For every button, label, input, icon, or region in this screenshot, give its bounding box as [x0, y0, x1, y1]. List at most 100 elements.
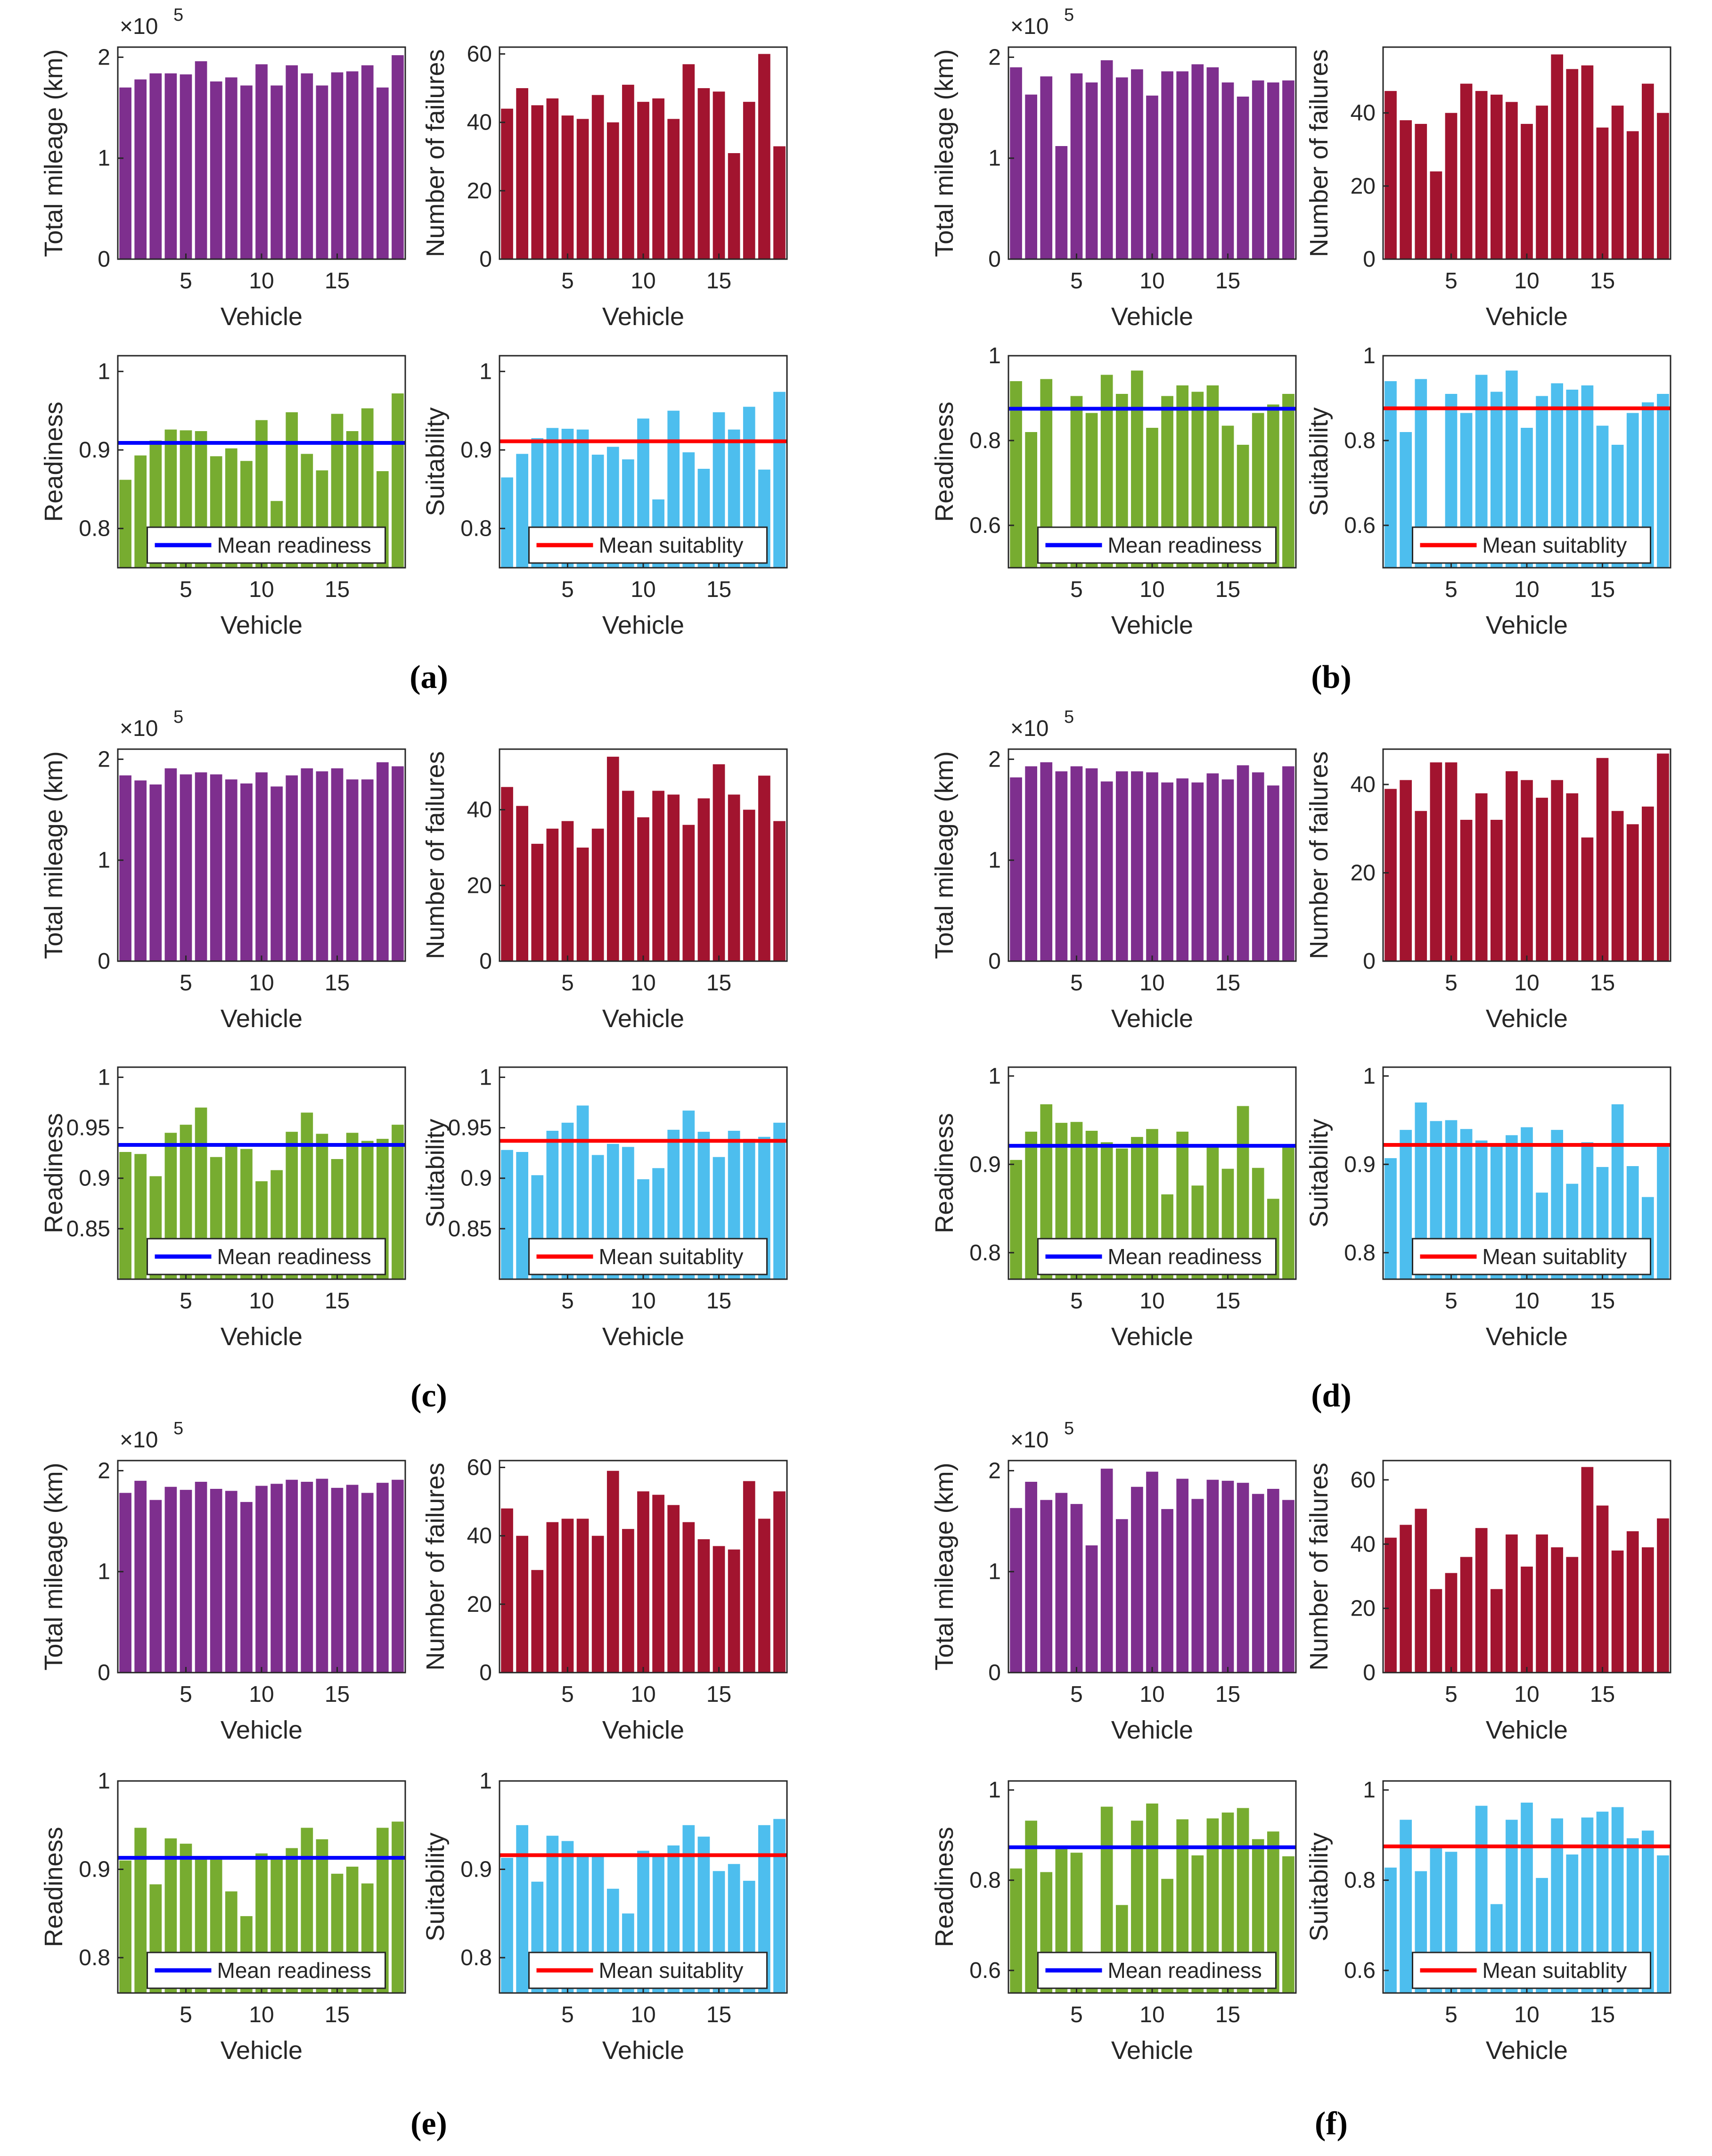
x-axis-label: Vehicle [1486, 1004, 1568, 1033]
y-tick-label: 1 [1363, 1778, 1376, 1803]
bar-vehicle-6 [1460, 83, 1473, 259]
y-tick-label: 40 [1351, 101, 1376, 126]
legend-box [528, 1238, 768, 1275]
y-tick-label: 1 [988, 848, 1001, 873]
x-tick-label: 10 [249, 577, 274, 602]
x-tick-label: 10 [1514, 269, 1539, 294]
y-tick-label: 1 [479, 1065, 492, 1090]
bar-vehicle-4 [1055, 1493, 1068, 1673]
legend-label: Mean readiness [217, 533, 371, 557]
y-tick-label: 0 [98, 1660, 110, 1685]
bar-vehicle-10 [1146, 95, 1158, 259]
bar-vehicle-1 [1010, 1508, 1022, 1673]
bar-vehicle-2 [1025, 1482, 1037, 1673]
x-tick-label: 10 [631, 971, 655, 996]
exponent-label: ×10 [1010, 1428, 1048, 1453]
bar-vehicle-9 [622, 84, 634, 259]
exponent-power: 5 [173, 1419, 183, 1438]
x-axis-label: Vehicle [1486, 611, 1568, 639]
y-tick-label: 1 [479, 1769, 492, 1794]
x-axis-label: Vehicle [602, 1716, 684, 1744]
bar-vehicle-2 [516, 454, 528, 568]
bar-vehicle-18 [1642, 806, 1654, 961]
exponent-power: 5 [1064, 1419, 1074, 1438]
bar-vehicle-8 [1115, 77, 1128, 260]
bar-vehicle-6 [1460, 1557, 1473, 1673]
x-tick-label: 5 [1070, 971, 1083, 996]
bar-vehicle-15 [713, 764, 725, 961]
bar-vehicle-1 [1384, 1537, 1397, 1673]
legend-label: Mean suitablity [1483, 1958, 1627, 1983]
legend: Mean suitablity [528, 1952, 768, 1989]
bar-vehicle-4 [546, 1522, 559, 1673]
bar-vehicle-1 [119, 87, 131, 259]
bar-vehicle-3 [531, 105, 544, 260]
bar-vehicle-11 [270, 786, 283, 961]
legend-box [1412, 526, 1651, 564]
bar-vehicle-9 [622, 1529, 634, 1673]
bar-vehicle-19 [1657, 1144, 1669, 1279]
y-tick-label: 2 [988, 1458, 1001, 1483]
y-tick-label: 0.8 [969, 428, 1001, 453]
x-tick-label: 10 [631, 2002, 655, 2027]
bar-vehicle-2 [516, 1152, 528, 1279]
x-tick-label: 5 [561, 2002, 574, 2027]
bar-vehicle-16 [1237, 765, 1249, 961]
y-axis-label: Number of failures [421, 1462, 450, 1670]
subplot-b-failures: 0 20 40 5 10 15 Vehicle Number of failures [1305, 46, 1671, 331]
y-axis-label: Number of failures [421, 49, 450, 257]
bar-vehicle-3 [1415, 811, 1427, 961]
bar-vehicle-17 [743, 809, 755, 961]
y-tick-label: 0.9 [969, 1152, 1001, 1177]
bar-vehicle-8 [225, 779, 238, 961]
bar-vehicle-11 [1161, 782, 1173, 961]
bar-vehicle-10 [1521, 123, 1533, 259]
x-axis-label: Vehicle [1486, 2036, 1568, 2065]
bar-vehicle-16 [1237, 1483, 1249, 1673]
bar-vehicle-13 [682, 825, 695, 961]
bar-vehicle-14 [1206, 773, 1219, 961]
bar-vehicle-1 [119, 1860, 131, 1993]
legend: Mean readiness [147, 1952, 386, 1989]
bar-vehicle-1 [1384, 1158, 1397, 1279]
x-tick-label: 15 [1215, 577, 1240, 602]
bar-vehicle-18 [758, 54, 770, 260]
bar-vehicle-13 [301, 1482, 313, 1673]
x-tick-label: 10 [249, 1682, 274, 1707]
bar-vehicle-18 [1642, 1547, 1654, 1673]
x-axis-label: Vehicle [1111, 1323, 1193, 1351]
subplot-c-failures: 0 20 40 5 10 15 Vehicle Number of failures [421, 748, 788, 1033]
bar-vehicle-12 [286, 65, 298, 260]
bar-vehicle-19 [1282, 80, 1294, 259]
legend: Mean readiness [147, 526, 386, 564]
x-axis-label: Vehicle [602, 1004, 684, 1033]
y-axis-label: Number of failures [1305, 1462, 1333, 1670]
bar-vehicle-7 [1475, 91, 1488, 259]
bar-vehicle-4 [164, 1486, 177, 1673]
bar-vehicle-2 [1025, 1821, 1037, 1993]
y-axis-label: Total mileage (km) [930, 49, 958, 257]
bar-vehicle-18 [1267, 1489, 1279, 1673]
y-axis-label: Suitability [421, 1832, 450, 1941]
bar-vehicle-15 [713, 1546, 725, 1673]
y-axis-label: Number of failures [1305, 751, 1333, 959]
y-tick-label: 0 [98, 247, 110, 272]
legend: Mean suitablity [528, 526, 768, 564]
bar-vehicle-19 [392, 1821, 404, 1993]
subplot-d-mileage: 0 1 2 5 10 15 Vehicle Total mileage (km) ×10 5 [930, 707, 1297, 1033]
y-tick-label: 0 [988, 949, 1001, 974]
y-tick-label: 1 [1363, 343, 1376, 368]
bar-vehicle-4 [164, 768, 177, 961]
bar-vehicle-10 [1146, 772, 1158, 961]
bar-vehicle-7 [1100, 781, 1113, 961]
x-tick-label: 10 [1514, 2002, 1539, 2027]
bar-vehicle-12 [1176, 778, 1189, 961]
y-tick-label: 20 [1351, 861, 1376, 886]
exponent-label: ×10 [120, 716, 158, 741]
bar-vehicle-15 [1221, 82, 1234, 259]
bar-vehicle-8 [1115, 1519, 1128, 1673]
x-axis-label: Vehicle [602, 611, 684, 639]
bar-vehicle-2 [134, 780, 147, 961]
